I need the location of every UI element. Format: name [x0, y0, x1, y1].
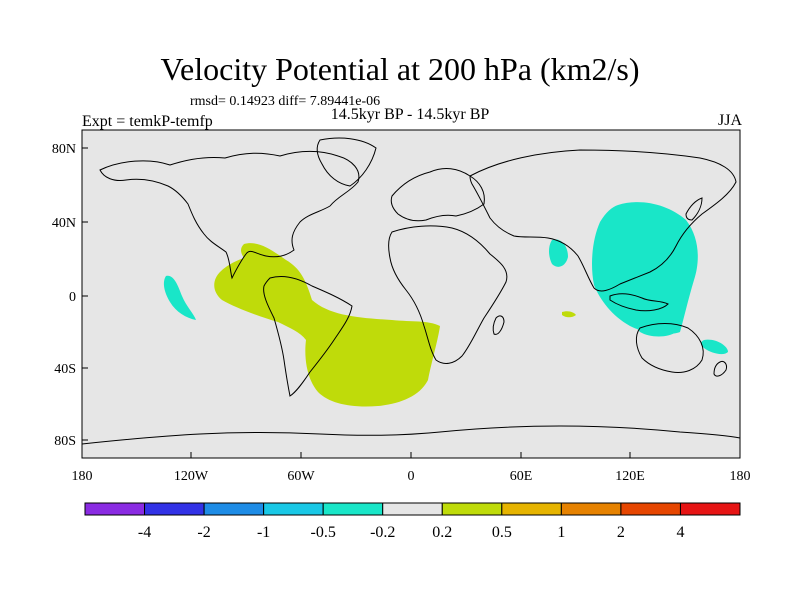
colorbar-box-8 — [560, 502, 622, 516]
colorbar-label-6: 0.5 — [492, 524, 512, 541]
indian-ocean-positive — [562, 311, 576, 318]
experiment-label: Expt = temkP-temfp — [82, 113, 213, 130]
colorbar-box-6 — [441, 502, 503, 516]
new-zealand-coast — [713, 361, 727, 377]
period-text: 14.5kyr BP - 14.5kyr BP — [330, 106, 490, 123]
y-label-40s: 40S — [54, 362, 76, 377]
japan-coast — [685, 197, 703, 221]
x-axis-labels: 180 120W 60W 0 60E 120E 180 — [72, 469, 751, 484]
y-label-80n: 80N — [52, 142, 76, 157]
colorbar-labels: -4 -2 -1 -0.5 -0.2 0.2 0.5 1 2 4 — [138, 524, 685, 541]
colorbar-label-8: 2 — [617, 524, 625, 541]
colorbar-box-3 — [263, 502, 324, 516]
greenland-coast — [316, 137, 377, 187]
colorbar-box-10 — [679, 502, 741, 516]
stats-text: rmsd= 0.14923 diff= 7.89441e-06 — [190, 94, 381, 109]
asia-coast — [469, 149, 737, 292]
colorbar — [84, 502, 741, 516]
colorbar-label-9: 4 — [676, 524, 684, 541]
y-label-40n: 40N — [52, 216, 76, 231]
arabian-sea-negative — [549, 239, 568, 267]
western-pacific-negative — [592, 202, 698, 334]
x-label-180e: 180 — [730, 469, 751, 484]
season-label: JJA — [717, 112, 742, 129]
x-label-60e: 60E — [510, 469, 533, 484]
colorbar-label-3: -0.5 — [311, 524, 336, 541]
colorbar-box-2 — [203, 502, 265, 516]
colorbar-box-9 — [620, 502, 681, 516]
europe-coast — [390, 168, 485, 222]
colorbar-box-4 — [322, 502, 384, 516]
madagascar-coast — [492, 315, 505, 335]
colorbar-label-7: 1 — [557, 524, 565, 541]
x-label-180w: 180 — [72, 469, 93, 484]
map-title: Velocity Potential at 200 hPa (km2/s) — [160, 51, 640, 87]
y-axis — [82, 147, 88, 441]
antarctica-coast — [81, 425, 741, 445]
central-pacific-negative — [163, 275, 196, 320]
south-america-atlantic-positive — [214, 243, 440, 407]
anomaly-layer — [163, 202, 728, 407]
x-label-120e: 120E — [615, 469, 645, 484]
south-america-coast — [263, 275, 353, 397]
indonesia-coast — [609, 293, 669, 312]
australia-coast — [635, 323, 704, 373]
y-axis-labels: 80N 40N 0 40S 80S — [52, 142, 76, 449]
colorbar-box-7 — [501, 502, 562, 516]
colorbar-label-2: -1 — [257, 524, 270, 541]
north-america-coast — [99, 151, 360, 280]
colorbar-label-1: -2 — [197, 524, 210, 541]
colorbar-label-0: -4 — [138, 524, 151, 541]
coral-sea-negative — [701, 339, 728, 355]
y-label-80s: 80S — [54, 434, 76, 449]
colorbar-box-0 — [84, 502, 146, 516]
y-label-0: 0 — [69, 290, 76, 305]
x-axis — [81, 452, 741, 458]
x-label-0: 0 — [408, 469, 415, 484]
coastlines — [81, 137, 741, 445]
colorbar-label-5: 0.2 — [432, 524, 452, 541]
africa-coast — [388, 225, 508, 364]
colorbar-label-4: -0.2 — [370, 524, 395, 541]
x-label-60w: 60W — [287, 469, 315, 484]
colorbar-box-1 — [144, 502, 205, 516]
x-label-120w: 120W — [174, 469, 209, 484]
colorbar-box-5 — [382, 502, 443, 516]
